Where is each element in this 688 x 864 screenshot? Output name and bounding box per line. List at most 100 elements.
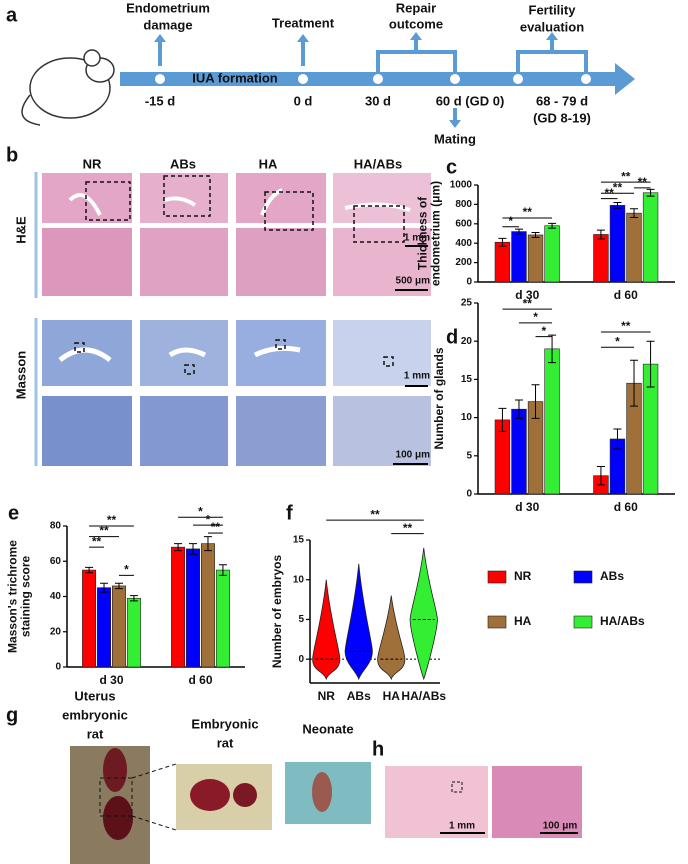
legend-label: HA/ABs <box>600 614 645 628</box>
bar <box>126 597 141 668</box>
y-tick-label: 0 <box>466 489 472 500</box>
significance-label: ** <box>107 513 117 527</box>
scale-label: 100 μm <box>396 450 431 461</box>
significance-label: * <box>533 310 538 324</box>
legend-swatch <box>573 615 593 629</box>
zoom-box <box>451 781 463 793</box>
legend-label: ABs <box>600 569 624 583</box>
significance-label: * <box>198 504 203 518</box>
y-axis-label: Thickness of <box>416 196 430 270</box>
significance-label: ** <box>638 175 648 189</box>
error-bar <box>203 536 212 552</box>
event-label: Endometrium <box>126 0 210 15</box>
violin <box>377 595 406 681</box>
y-tick-label: 1000 <box>450 180 473 191</box>
bar <box>593 234 609 283</box>
timeline-arrow <box>120 72 615 86</box>
y-tick-label: 10 <box>293 574 305 585</box>
error-bar <box>613 428 622 450</box>
error-bar <box>548 222 557 229</box>
x-tick-label: d 30 <box>515 500 539 514</box>
bar <box>186 548 200 668</box>
significance-label: * <box>206 512 211 526</box>
time-label: 68 - 79 d <box>536 93 588 108</box>
significance-label: * <box>615 334 620 348</box>
error-bar <box>646 188 655 197</box>
error-bar <box>613 201 622 209</box>
x-tick-label: d 60 <box>614 500 638 514</box>
bar <box>112 585 126 668</box>
image-label: Embryonic <box>191 716 258 731</box>
bar <box>544 348 560 495</box>
timeline-connectors <box>158 40 588 120</box>
y-tick-label: 5 <box>466 450 472 461</box>
panel-label: a <box>6 4 18 26</box>
histology-image <box>385 766 488 838</box>
error-bar <box>596 465 605 486</box>
bar <box>171 546 186 668</box>
y-tick-label: 0 <box>466 277 472 288</box>
significance-label: ** <box>605 186 615 200</box>
timeline-arrow-head <box>615 63 635 95</box>
y-axis-label: staining score <box>19 555 33 637</box>
arrow-heads <box>154 32 558 128</box>
y-axis-label: Masson's trichrome <box>6 540 20 653</box>
error-bar <box>646 340 655 388</box>
event-label: outcome <box>389 16 443 31</box>
significance-label: ** <box>523 296 533 310</box>
x-tick-label: d 60 <box>188 673 212 687</box>
error-bar <box>174 543 183 552</box>
error-bar <box>218 564 227 576</box>
bar <box>527 234 544 283</box>
y-tick-label: 0 <box>55 662 61 673</box>
scale-bars <box>393 245 428 465</box>
x-tick-label: ABs <box>347 689 371 703</box>
legend-swatch <box>573 570 593 584</box>
x-tick-label: HA <box>383 689 401 703</box>
y-tick-label: 15 <box>461 374 473 385</box>
y-axis-label: Number of glands <box>432 347 446 449</box>
y-tick-label: 20 <box>50 626 62 637</box>
error-bar <box>85 566 94 574</box>
legend-swatch <box>487 615 507 629</box>
bar <box>82 569 97 668</box>
bar <box>626 212 642 283</box>
event-label: damage <box>143 17 192 32</box>
y-tick-label: 10 <box>461 412 473 423</box>
error-bar <box>498 237 507 247</box>
error-bar <box>548 334 557 364</box>
x-tick-label: d 60 <box>614 288 638 302</box>
panel-label: e <box>8 502 19 524</box>
time-label: 0 d <box>294 93 313 108</box>
column-label: HA/ABs <box>354 156 402 171</box>
y-tick-label: 0 <box>298 654 304 665</box>
photos <box>70 746 371 864</box>
significance-label: ** <box>613 180 623 194</box>
time-label: -15 d <box>145 93 175 108</box>
significance-label: ** <box>92 534 102 548</box>
panel-label: d <box>446 326 458 348</box>
violin <box>409 547 438 681</box>
x-tick-label: d 30 <box>515 288 539 302</box>
image-label: Uterus <box>74 688 115 703</box>
significance-label: ** <box>211 520 221 534</box>
scale-label: 500 μm <box>396 276 431 287</box>
scale-label: 1 mm <box>404 371 430 382</box>
bar <box>97 587 111 668</box>
y-tick-label: 15 <box>293 535 305 546</box>
y-tick-label: 80 <box>50 521 62 532</box>
image-label: rat <box>87 726 104 741</box>
error-bar <box>630 208 639 218</box>
x-tick-label: HA/ABs <box>401 689 446 703</box>
legend-swatch <box>487 570 507 584</box>
error-bar <box>114 582 123 590</box>
y-tick-label: 25 <box>461 298 473 309</box>
scale-label: 1 mm <box>404 233 430 244</box>
x-tick-label: d 30 <box>99 673 123 687</box>
error-bar <box>596 229 605 240</box>
y-axis-label: Number of embryos <box>270 554 284 668</box>
error-bar <box>531 384 540 419</box>
event-label: Repair <box>396 0 436 15</box>
significance-label: ** <box>370 507 380 521</box>
y-tick-label: 200 <box>455 257 472 268</box>
